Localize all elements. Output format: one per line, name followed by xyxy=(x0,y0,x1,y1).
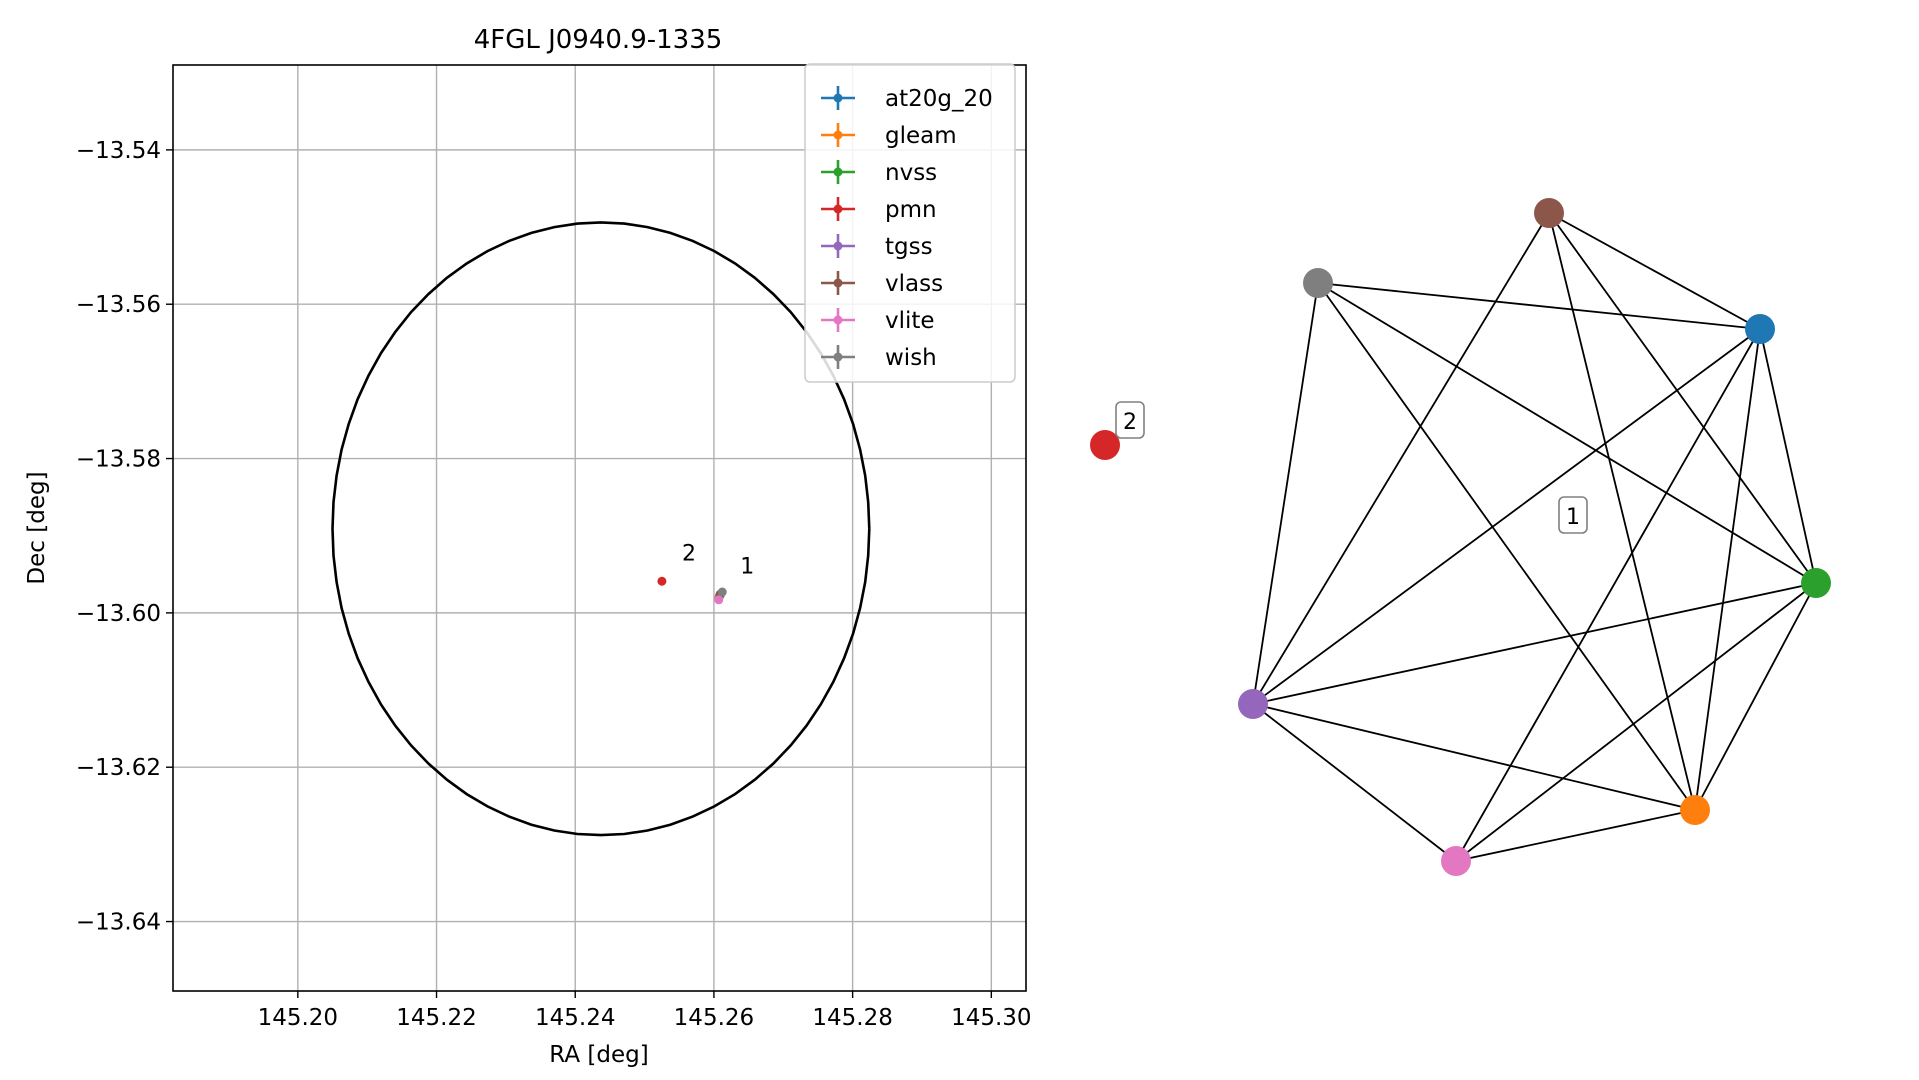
network-edge xyxy=(1456,583,1816,861)
x-tick-label: 145.22 xyxy=(396,1005,476,1031)
network-node-vlite xyxy=(1441,846,1471,876)
network-node-wish xyxy=(1303,268,1333,298)
chart-title: 4FGL J0940.9-1335 xyxy=(474,25,723,55)
sky-position-plot: 4FGL J0940.9-1335 12 145.20 145.22 145.24 1… xyxy=(24,25,1032,1068)
legend-marker-dot xyxy=(834,168,843,177)
network-edge xyxy=(1456,810,1695,861)
legend-label: nvss xyxy=(885,160,937,186)
point-annotations: 12 xyxy=(682,541,754,579)
legend-label: wish xyxy=(885,345,937,371)
association-network: 12 xyxy=(1090,198,1831,876)
point-annotation: 2 xyxy=(682,541,696,566)
group-label: 1 xyxy=(1559,497,1587,533)
y-tick-label: −13.62 xyxy=(76,755,161,781)
network-edge xyxy=(1318,283,1816,583)
network-edge xyxy=(1253,704,1695,810)
network-edges xyxy=(1253,213,1816,861)
network-nodes xyxy=(1090,198,1831,876)
network-node-vlass xyxy=(1534,198,1564,228)
y-axis-ticks: −13.54 −13.56 −13.58 −13.60 −13.62 −13.64 xyxy=(76,138,173,936)
legend-marker-dot xyxy=(834,353,843,362)
legend-marker-dot xyxy=(834,205,843,214)
y-tick-label: −13.54 xyxy=(76,138,161,164)
y-axis-label: Dec [deg] xyxy=(24,471,50,584)
x-tick-label: 145.20 xyxy=(258,1005,338,1031)
y-tick-label: −13.60 xyxy=(76,601,161,627)
network-edge xyxy=(1695,329,1760,810)
legend-label: tgss xyxy=(885,234,933,260)
data-point-vlite xyxy=(714,595,723,604)
group-label: 2 xyxy=(1116,402,1144,438)
x-axis-label: RA [deg] xyxy=(549,1042,648,1068)
error-ellipse-outline xyxy=(333,222,870,835)
legend-marker-dot xyxy=(834,94,843,103)
legend-label: pmn xyxy=(885,197,937,223)
legend-marker-dot xyxy=(834,279,843,288)
group-label-text: 2 xyxy=(1123,410,1137,435)
legend-marker-dot xyxy=(834,131,843,140)
x-tick-label: 145.30 xyxy=(951,1005,1031,1031)
y-tick-label: −13.58 xyxy=(76,447,161,473)
data-point-wish xyxy=(718,588,727,597)
network-edge xyxy=(1549,213,1760,329)
point-annotation: 1 xyxy=(740,555,754,580)
network-edge xyxy=(1253,283,1318,704)
legend-label: gleam xyxy=(885,123,957,149)
error-ellipse xyxy=(333,222,870,835)
network-edge xyxy=(1253,213,1549,704)
legend-label: vlite xyxy=(885,308,935,334)
group-label-text: 1 xyxy=(1566,505,1580,530)
data-point-pmn xyxy=(657,577,666,586)
network-edge xyxy=(1456,329,1760,861)
legend-label: at20g_20 xyxy=(885,86,993,112)
source-points xyxy=(657,577,726,605)
network-edge xyxy=(1253,583,1816,704)
y-tick-label: −13.64 xyxy=(76,910,161,936)
network-node-gleam xyxy=(1680,795,1710,825)
network-node-nvss xyxy=(1801,568,1831,598)
network-edge xyxy=(1318,283,1695,810)
legend-marker-dot xyxy=(834,242,843,251)
network-edge xyxy=(1695,583,1816,810)
network-edge xyxy=(1253,329,1760,704)
x-tick-label: 145.26 xyxy=(674,1005,754,1031)
legend-marker-dot xyxy=(834,316,843,325)
x-tick-label: 145.28 xyxy=(812,1005,892,1031)
x-axis-ticks: 145.20 145.22 145.24 145.26 145.28 145.30 xyxy=(258,991,1032,1031)
group-labels: 12 xyxy=(1116,402,1587,533)
legend-label: vlass xyxy=(885,271,943,297)
x-tick-label: 145.24 xyxy=(535,1005,615,1031)
network-node-at20g-20 xyxy=(1745,314,1775,344)
y-tick-label: −13.56 xyxy=(76,292,161,318)
network-node-tgss xyxy=(1238,689,1268,719)
